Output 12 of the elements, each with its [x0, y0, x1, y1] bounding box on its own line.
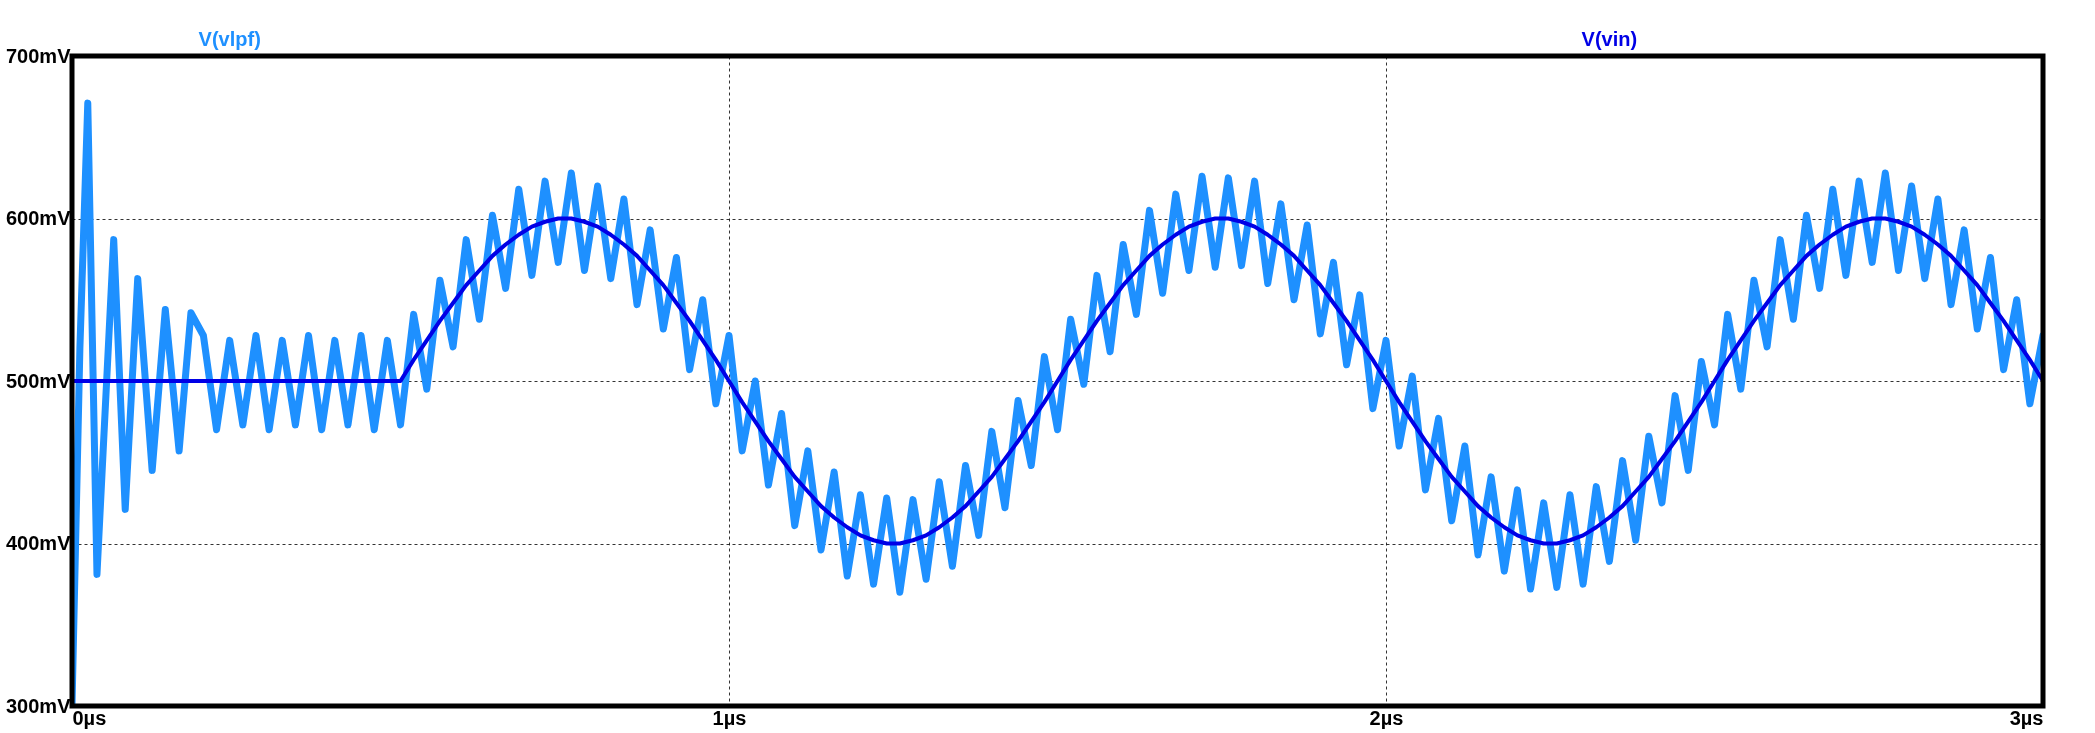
y-tick-label: 600mV [6, 207, 72, 229]
text: V(vlpf) [198, 28, 261, 50]
x-tick-label: 0µs [72, 706, 107, 729]
text: V(vin) [1581, 28, 1638, 50]
y-tick-label: 300mV [6, 694, 72, 717]
y-tick-label: 400mV [6, 532, 72, 554]
y-tick-label: 700mV [6, 44, 72, 67]
y-tick-label: 500mV [6, 369, 72, 392]
x-tick-label: 3µs [2009, 706, 2044, 729]
line-series [72, 216, 2043, 546]
x-tick-label: 2µs [1369, 706, 1404, 729]
x-tick-label: 1µs [712, 706, 747, 729]
